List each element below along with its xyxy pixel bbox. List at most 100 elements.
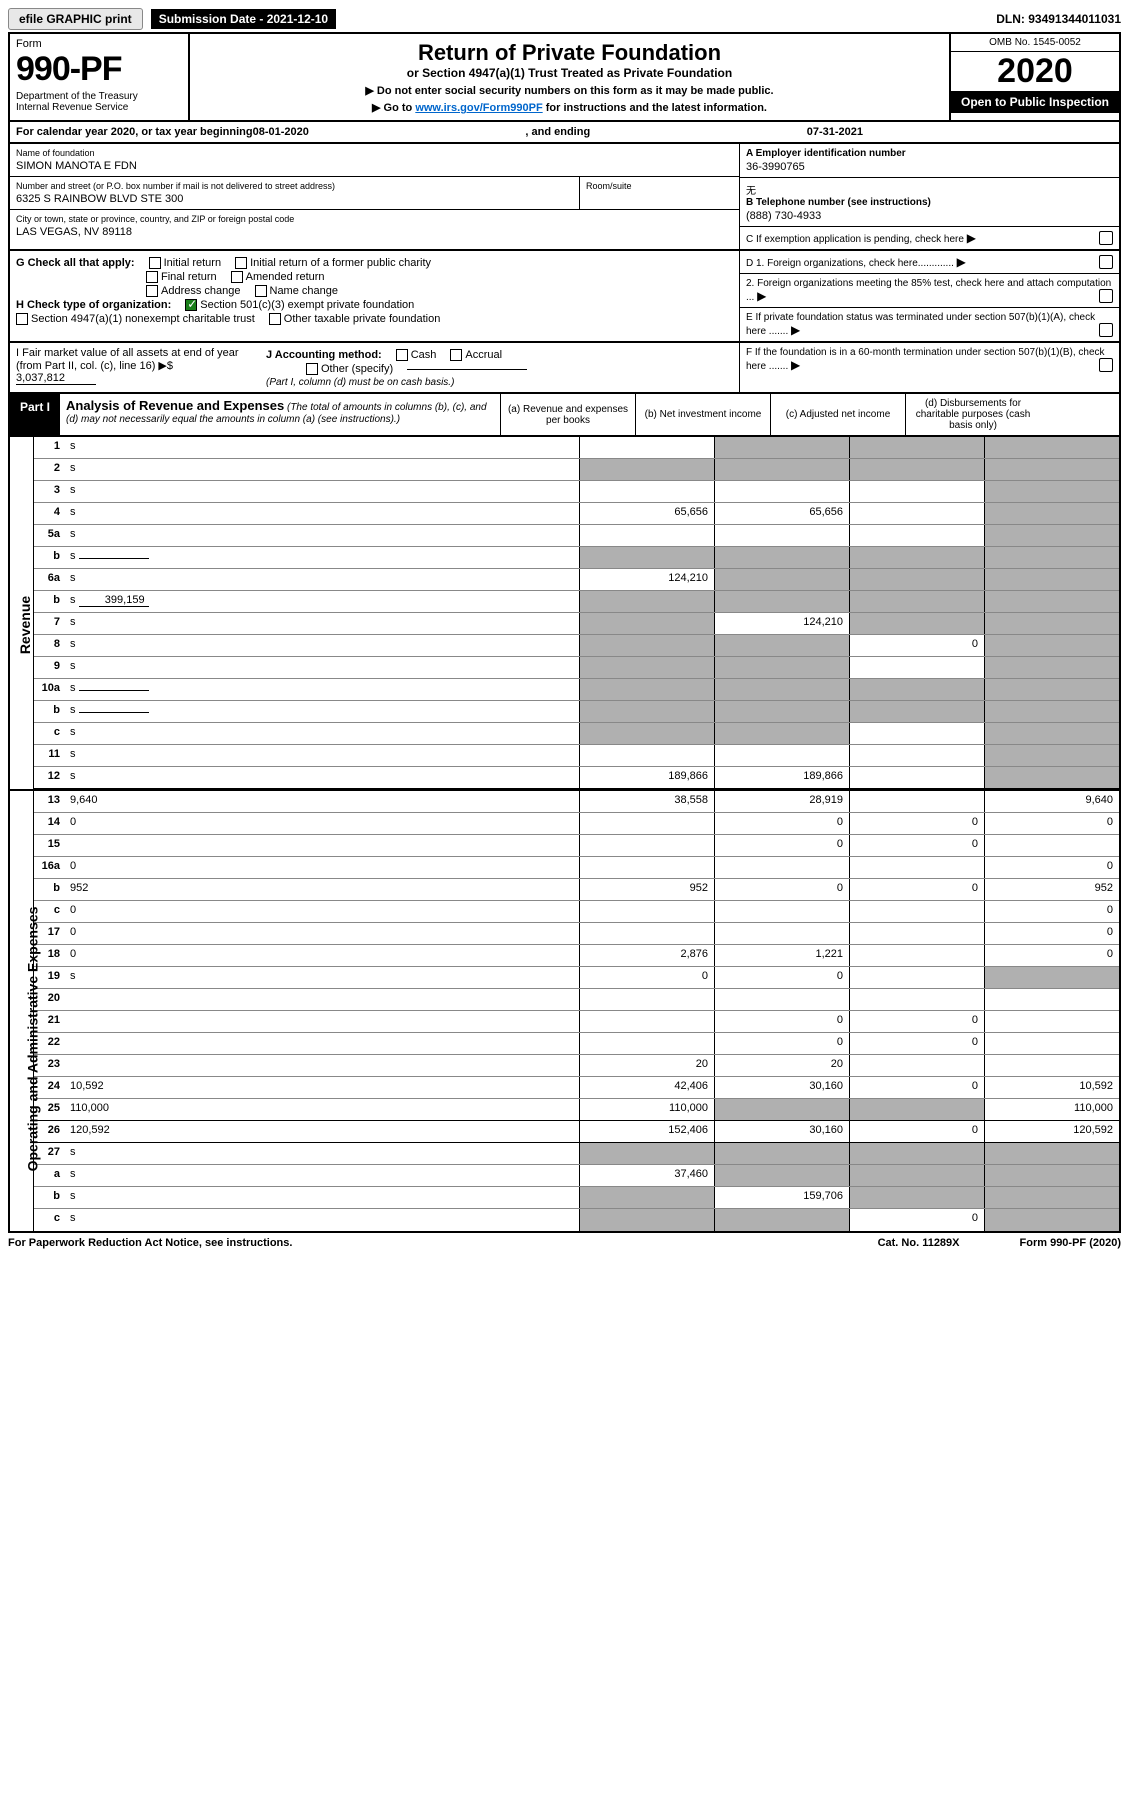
table-cell: 110,000: [579, 1099, 714, 1120]
j-note: (Part I, column (d) must be on cash basi…: [266, 377, 527, 388]
table-cell: [714, 723, 849, 744]
table-row: 4s65,65665,656: [34, 503, 1119, 525]
table-cell: [849, 1055, 984, 1076]
irs-link[interactable]: www.irs.gov/Form990PF: [415, 102, 542, 114]
table-cell: 0: [714, 835, 849, 856]
table-cell: [579, 901, 714, 922]
table-cell: 0: [579, 967, 714, 988]
col-a: (a) Revenue and expenses per books: [500, 394, 635, 435]
table-cell: [579, 723, 714, 744]
table-cell: [714, 591, 849, 612]
table-cell: [849, 481, 984, 502]
j-cash-checkbox[interactable]: [396, 349, 408, 361]
row-num: 7: [34, 613, 66, 634]
h-4947-checkbox[interactable]: [16, 313, 28, 325]
row-desc: s: [66, 437, 579, 458]
footer-left: For Paperwork Reduction Act Notice, see …: [8, 1237, 292, 1249]
table-cell: [714, 745, 849, 766]
table-cell: [849, 1165, 984, 1186]
table-row: 140000: [34, 813, 1119, 835]
table-cell: 0: [714, 1033, 849, 1054]
g-initial-public-checkbox[interactable]: [235, 257, 247, 269]
address: 6325 S RAINBOW BLVD STE 300: [16, 193, 573, 205]
table-cell: 952: [984, 879, 1119, 900]
form-number: 990-PF: [16, 50, 182, 89]
row-num: b: [34, 547, 66, 568]
section-i-j: I Fair market value of all assets at end…: [8, 343, 1121, 394]
table-cell: [984, 547, 1119, 568]
table-cell: 952: [579, 879, 714, 900]
part1-title: Analysis of Revenue and Expenses: [66, 398, 284, 413]
table-row: bs 399,159: [34, 591, 1119, 613]
table-row: 1700: [34, 923, 1119, 945]
row-desc: s: [66, 459, 579, 480]
table-row: 10as: [34, 679, 1119, 701]
table-row: 1500: [34, 835, 1119, 857]
table-cell: 189,866: [714, 767, 849, 788]
table-row: 12s189,866189,866: [34, 767, 1119, 789]
table-cell: 110,000: [984, 1099, 1119, 1120]
table-cell: 0: [714, 967, 849, 988]
table-cell: 152,406: [579, 1121, 714, 1142]
table-row: 2s: [34, 459, 1119, 481]
row-desc: 0: [66, 923, 579, 944]
g-final-checkbox[interactable]: [146, 271, 158, 283]
table-row: 9s: [34, 657, 1119, 679]
row-desc: s: [66, 657, 579, 678]
c-checkbox[interactable]: [1099, 231, 1113, 245]
table-row: cs: [34, 723, 1119, 745]
row-desc: s: [66, 745, 579, 766]
row-desc: s: [66, 679, 579, 700]
c-label: C If exemption application is pending, c…: [746, 234, 964, 245]
d2-checkbox[interactable]: [1099, 289, 1113, 303]
table-cell: [849, 547, 984, 568]
form-label: Form: [16, 38, 182, 50]
table-cell: 124,210: [714, 613, 849, 634]
g-address-checkbox[interactable]: [146, 285, 158, 297]
j-accrual-checkbox[interactable]: [450, 349, 462, 361]
row-num: 10a: [34, 679, 66, 700]
table-cell: 124,210: [579, 569, 714, 590]
table-cell: 2,876: [579, 945, 714, 966]
efile-button[interactable]: efile GRAPHIC print: [8, 8, 143, 30]
table-cell: [714, 481, 849, 502]
table-cell: 0: [849, 813, 984, 834]
table-cell: 42,406: [579, 1077, 714, 1098]
table-cell: 28,919: [714, 791, 849, 812]
row-num: 9: [34, 657, 66, 678]
row-num: 11: [34, 745, 66, 766]
tax-year: 2020: [951, 52, 1119, 91]
f-checkbox[interactable]: [1099, 358, 1113, 372]
table-cell: [984, 635, 1119, 656]
table-cell: [984, 613, 1119, 634]
table-cell: [849, 613, 984, 634]
table-cell: [714, 1209, 849, 1231]
inline-value: [79, 558, 149, 559]
table-cell: [579, 701, 714, 722]
d1-checkbox[interactable]: [1099, 255, 1113, 269]
h-501c3-checkbox[interactable]: [185, 299, 197, 311]
omb-number: OMB No. 1545-0052: [951, 34, 1119, 52]
table-cell: [849, 503, 984, 524]
g-label: G Check all that apply:: [16, 257, 135, 269]
table-cell: 9,640: [984, 791, 1119, 812]
addr-label: Number and street (or P.O. box number if…: [16, 181, 573, 191]
table-cell: [849, 967, 984, 988]
opex-table: Operating and Administrative Expenses 13…: [8, 791, 1121, 1233]
g-amended-checkbox[interactable]: [231, 271, 243, 283]
g-initial-checkbox[interactable]: [149, 257, 161, 269]
row-desc: s: [66, 1209, 579, 1231]
table-cell: [984, 525, 1119, 546]
g-name-checkbox[interactable]: [255, 285, 267, 297]
table-cell: [984, 745, 1119, 766]
table-row: c00: [34, 901, 1119, 923]
h-other-checkbox[interactable]: [269, 313, 281, 325]
j-other-checkbox[interactable]: [306, 363, 318, 375]
table-cell: [714, 857, 849, 878]
col-b: (b) Net investment income: [635, 394, 770, 435]
table-cell: [579, 989, 714, 1010]
e-checkbox[interactable]: [1099, 323, 1113, 337]
table-cell: [984, 569, 1119, 590]
row-num: b: [34, 591, 66, 612]
table-cell: [714, 679, 849, 700]
